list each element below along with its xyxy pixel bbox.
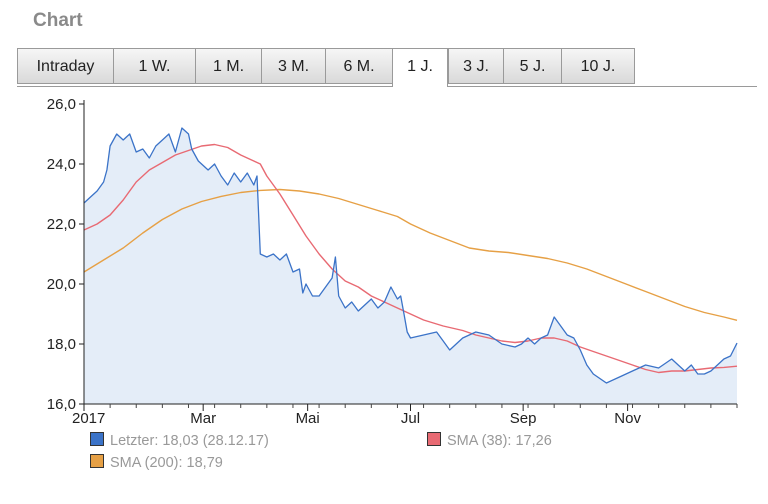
series-area-0	[84, 128, 737, 404]
series-line-2	[83, 188, 738, 321]
y-tick-label-1: 18,0	[47, 336, 76, 353]
tab-10-years[interactable]: 10 J.	[561, 48, 635, 84]
x-tick-label-mar: Mar	[190, 410, 216, 427]
tab-3-months[interactable]: 3 M.	[261, 48, 325, 84]
timeframe-tabbar: Intraday 1 W. 1 M. 3 M. 6 M. 1 J. 3 J. 5…	[17, 48, 757, 87]
tab-intraday[interactable]: Intraday	[17, 48, 113, 84]
y-tick-label-0: 16,0	[47, 396, 76, 413]
x-tick-label-2017: 2017	[72, 410, 105, 427]
y-tick-label-5: 26,0	[47, 96, 76, 113]
tab-5-years[interactable]: 5 J.	[503, 48, 561, 84]
legend-item-sma200: SMA (200): 18,79	[90, 454, 223, 471]
tab-3-years[interactable]: 3 J.	[448, 48, 503, 84]
tab-1-month[interactable]: 1 M.	[195, 48, 261, 84]
legend-swatch-sma200	[90, 454, 104, 468]
y-tick-label-4: 24,0	[47, 156, 76, 173]
y-tick-label-2: 20,0	[47, 276, 76, 293]
chart-title: Chart	[33, 10, 83, 31]
series-line-1	[83, 143, 738, 374]
tab-1-year[interactable]: 1 J.	[392, 48, 448, 87]
legend-swatch-sma38	[427, 432, 441, 446]
series-line-0	[83, 127, 738, 384]
tab-1-week[interactable]: 1 W.	[113, 48, 195, 84]
tab-6-months[interactable]: 6 M.	[325, 48, 392, 84]
x-tick-label-sep: Sep	[510, 410, 537, 427]
chart-axes: 16,0 18,0 20,0 22,0 24,0 26,0 2017 Mar Mai Jul Sep…	[47, 96, 738, 427]
legend-item-last: Letzter: 18,03 (28.12.17)	[90, 432, 269, 449]
y-tick-label-3: 22,0	[47, 216, 76, 233]
x-tick-label-jul: Jul	[401, 410, 420, 427]
legend-label-sma38: SMA (38): 17,26	[447, 433, 552, 449]
price-chart: 16,0 18,0 20,0 22,0 24,0 26,0 2017 Mar Mai Jul Sep…	[47, 96, 738, 427]
plot-area	[83, 127, 738, 404]
legend-label-sma200: SMA (200): 18,79	[110, 455, 223, 471]
x-tick-label-nov: Nov	[614, 410, 641, 427]
legend-item-sma38: SMA (38): 17,26	[427, 432, 552, 449]
legend-swatch-last	[90, 432, 104, 446]
x-tick-label-mai: Mai	[296, 410, 320, 427]
legend-label-last: Letzter: 18,03 (28.12.17)	[110, 433, 269, 449]
